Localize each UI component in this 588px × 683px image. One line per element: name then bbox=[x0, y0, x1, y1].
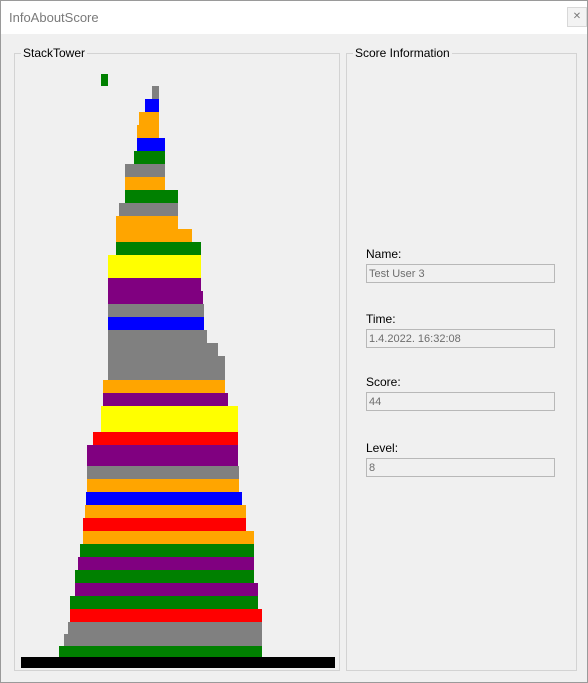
tower-block bbox=[137, 138, 165, 151]
tower-block bbox=[93, 432, 238, 445]
tower-block bbox=[101, 406, 238, 432]
tower-block bbox=[87, 445, 238, 466]
close-icon: ✕ bbox=[572, 11, 582, 22]
stack-tower-canvas bbox=[15, 54, 341, 672]
tower-block bbox=[108, 317, 204, 330]
tower-block bbox=[75, 570, 254, 583]
tower-block bbox=[134, 151, 165, 164]
tower-block bbox=[108, 343, 218, 356]
name-field[interactable] bbox=[366, 264, 555, 283]
window-title: InfoAboutScore bbox=[9, 10, 99, 25]
score-label: Score: bbox=[366, 375, 401, 389]
tower-block bbox=[116, 242, 201, 255]
tower-block bbox=[87, 479, 239, 492]
tower-block bbox=[125, 190, 178, 203]
tower-block bbox=[103, 380, 225, 393]
tower-block bbox=[80, 544, 254, 557]
tower-block bbox=[145, 99, 159, 112]
tower-block bbox=[119, 203, 178, 216]
tower-block bbox=[87, 466, 239, 479]
time-field[interactable] bbox=[366, 329, 555, 348]
stack-tower-title: StackTower bbox=[21, 46, 88, 60]
tower-block bbox=[75, 583, 258, 596]
tower-base bbox=[21, 657, 335, 668]
close-button[interactable]: ✕ bbox=[567, 7, 587, 27]
score-information-title: Score Information bbox=[353, 46, 452, 60]
tower-block bbox=[101, 74, 108, 86]
tower-block bbox=[108, 278, 201, 291]
tower-block bbox=[108, 255, 201, 278]
tower-block bbox=[64, 634, 262, 646]
stack-tower-groupbox: StackTower bbox=[14, 46, 341, 672]
tower-block bbox=[103, 393, 228, 406]
level-label: Level: bbox=[366, 441, 399, 455]
tower-block bbox=[125, 177, 165, 190]
tower-block bbox=[108, 304, 204, 317]
score-information-groupbox: Score Information Name: Time: Score: Lev… bbox=[346, 46, 577, 671]
score-field[interactable] bbox=[366, 392, 555, 411]
tower-block bbox=[116, 229, 192, 242]
tower-block bbox=[152, 86, 159, 99]
tower-block bbox=[83, 518, 246, 531]
tower-block bbox=[86, 492, 242, 505]
tower-block bbox=[108, 356, 225, 380]
tower-block bbox=[78, 557, 254, 570]
tower-block bbox=[85, 505, 246, 518]
tower-block bbox=[83, 531, 254, 544]
title-bar: InfoAboutScore ✕ bbox=[1, 1, 587, 34]
level-field[interactable] bbox=[366, 458, 555, 477]
tower-block bbox=[59, 646, 262, 657]
tower-block bbox=[70, 596, 258, 609]
tower-block bbox=[139, 112, 159, 125]
tower-block bbox=[68, 622, 262, 634]
tower-block bbox=[125, 164, 165, 177]
tower-block bbox=[137, 125, 159, 138]
time-label: Time: bbox=[366, 312, 396, 326]
tower-block bbox=[108, 291, 203, 304]
tower-block bbox=[116, 216, 178, 229]
tower-block bbox=[70, 609, 262, 622]
name-label: Name: bbox=[366, 247, 402, 261]
tower-block bbox=[108, 330, 207, 343]
